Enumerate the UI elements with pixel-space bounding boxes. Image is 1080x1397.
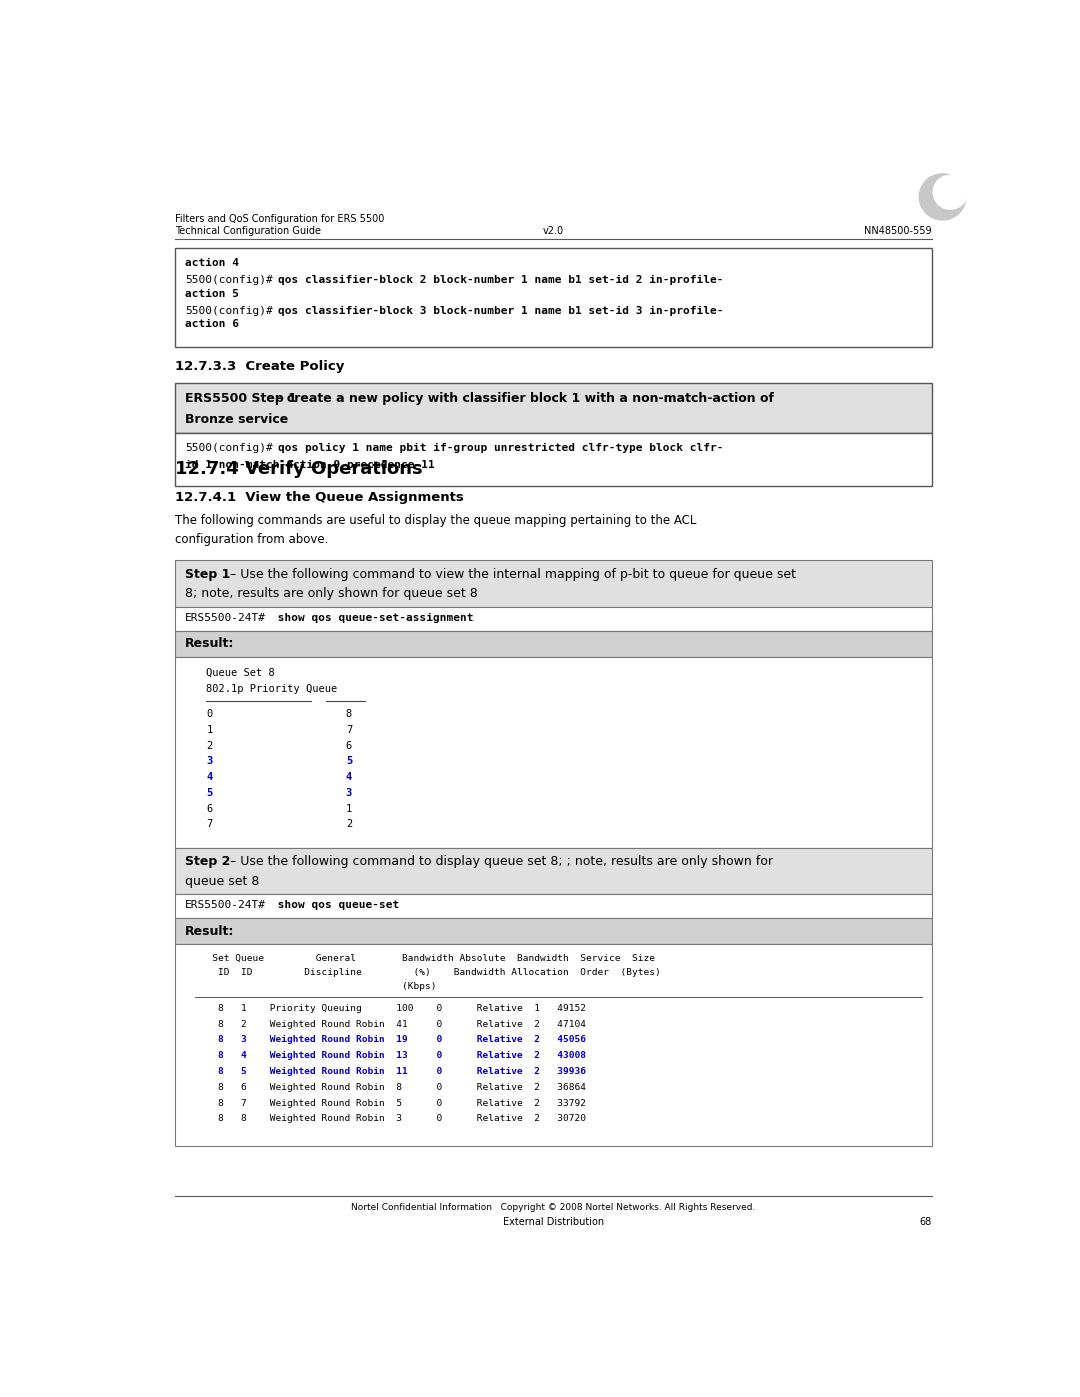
Text: – Use the following command to display queue set 8; ; note, results are only sho: – Use the following command to display q… (227, 855, 773, 869)
FancyBboxPatch shape (175, 249, 932, 346)
Text: 802.1p Priority Queue: 802.1p Priority Queue (206, 685, 338, 694)
Text: Step 1: Step 1 (186, 569, 231, 581)
FancyBboxPatch shape (175, 657, 932, 848)
Text: configuration from above.: configuration from above. (175, 534, 328, 546)
Text: 6: 6 (206, 803, 213, 813)
Text: Filters and QoS Configuration for ERS 5500: Filters and QoS Configuration for ERS 55… (175, 214, 384, 224)
Text: 12.7.4 Verify Operations: 12.7.4 Verify Operations (175, 460, 423, 478)
FancyBboxPatch shape (175, 383, 932, 433)
FancyBboxPatch shape (175, 894, 932, 918)
Text: id 1 non-match-action 9 precedence 11: id 1 non-match-action 9 precedence 11 (186, 460, 435, 471)
Text: 68: 68 (919, 1217, 932, 1227)
Text: Nortel Confidential Information   Copyright © 2008 Nortel Networks. All Rights R: Nortel Confidential Information Copyrigh… (351, 1203, 756, 1213)
Text: 8   6    Weighted Round Robin  8      0      Relative  2   36864: 8 6 Weighted Round Robin 8 0 Relative 2 … (195, 1083, 586, 1092)
Text: show qos queue-set: show qos queue-set (271, 900, 399, 909)
Text: action 6: action 6 (186, 320, 240, 330)
Circle shape (919, 173, 966, 219)
Text: 0: 0 (206, 708, 213, 719)
Text: 7: 7 (346, 725, 352, 735)
Text: 8   7    Weighted Round Robin  5      0      Relative  2   33792: 8 7 Weighted Round Robin 5 0 Relative 2 … (195, 1098, 586, 1108)
FancyBboxPatch shape (175, 560, 932, 606)
Text: 4: 4 (206, 773, 213, 782)
Text: queue set 8: queue set 8 (186, 875, 260, 887)
Text: 1: 1 (346, 803, 352, 813)
Text: qos classifier-block 2 block-number 1 name b1 set-id 2 in-profile-: qos classifier-block 2 block-number 1 na… (278, 275, 724, 285)
Text: NN48500-559: NN48500-559 (864, 226, 932, 236)
Text: 8   4    Weighted Round Robin  13     0      Relative  2   43008: 8 4 Weighted Round Robin 13 0 Relative 2… (195, 1051, 586, 1060)
Text: Result:: Result: (186, 637, 234, 651)
Text: 1: 1 (206, 725, 213, 735)
Text: action 4: action 4 (186, 258, 240, 268)
Text: action 5: action 5 (186, 289, 240, 299)
Text: Technical Configuration Guide: Technical Configuration Guide (175, 226, 322, 236)
Text: v2.0: v2.0 (543, 226, 564, 236)
Text: 5: 5 (346, 756, 352, 767)
Circle shape (933, 176, 968, 210)
Text: 5: 5 (206, 788, 213, 798)
Text: Step 2: Step 2 (186, 855, 231, 869)
FancyBboxPatch shape (175, 606, 932, 631)
Text: The following commands are useful to display the queue mapping pertaining to the: The following commands are useful to dis… (175, 514, 697, 527)
FancyBboxPatch shape (175, 433, 932, 486)
Text: 8   8    Weighted Round Robin  3      0      Relative  2   30720: 8 8 Weighted Round Robin 3 0 Relative 2 … (195, 1115, 586, 1123)
Text: 3: 3 (346, 788, 352, 798)
Text: 8; note, results are only shown for queue set 8: 8; note, results are only shown for queu… (186, 587, 478, 601)
Text: 8   2    Weighted Round Robin  41     0      Relative  2   47104: 8 2 Weighted Round Robin 41 0 Relative 2… (195, 1020, 586, 1028)
FancyBboxPatch shape (175, 631, 932, 657)
Text: External Distribution: External Distribution (503, 1217, 604, 1227)
FancyBboxPatch shape (175, 918, 932, 944)
Text: ID  ID         Discipline         (%)    Bandwidth Allocation  Order  (Bytes): ID ID Discipline (%) Bandwidth Allocatio… (195, 968, 661, 977)
Text: Queue Set 8: Queue Set 8 (206, 668, 275, 678)
Text: 7: 7 (206, 820, 213, 830)
Text: 4: 4 (346, 773, 352, 782)
Text: 5500(config)#: 5500(config)# (186, 275, 273, 285)
Text: 8   1    Priority Queuing      100    0      Relative  1   49152: 8 1 Priority Queuing 100 0 Relative 1 49… (195, 1004, 586, 1013)
Text: show qos queue-set-assignment: show qos queue-set-assignment (271, 613, 473, 623)
Text: 5500(config)#: 5500(config)# (186, 443, 273, 453)
Text: 8   5    Weighted Round Robin  11     0      Relative  2   39936: 8 5 Weighted Round Robin 11 0 Relative 2… (195, 1067, 586, 1076)
Text: qos policy 1 name pbit if-group unrestricted clfr-type block clfr-: qos policy 1 name pbit if-group unrestri… (278, 443, 724, 454)
Text: 2: 2 (206, 740, 213, 750)
Text: 2: 2 (346, 820, 352, 830)
Text: 12.7.3.3  Create Policy: 12.7.3.3 Create Policy (175, 360, 345, 373)
Text: 6: 6 (346, 740, 352, 750)
FancyBboxPatch shape (175, 848, 932, 894)
Text: Result:: Result: (186, 925, 234, 937)
Text: ERS5500 Step 1: ERS5500 Step 1 (186, 391, 297, 405)
Text: 3: 3 (206, 756, 213, 767)
Text: qos classifier-block 3 block-number 1 name b1 set-id 3 in-profile-: qos classifier-block 3 block-number 1 na… (278, 306, 724, 316)
Text: 8   3    Weighted Round Robin  19     0      Relative  2   45056: 8 3 Weighted Round Robin 19 0 Relative 2… (195, 1035, 586, 1045)
Text: ERS5500-24T#: ERS5500-24T# (186, 900, 267, 909)
Text: – create a new policy with classifier block 1 with a non-match-action of: – create a new policy with classifier bl… (272, 391, 774, 405)
Text: Bronze service: Bronze service (186, 412, 288, 426)
Text: 5500(config)#: 5500(config)# (186, 306, 273, 316)
Text: 8: 8 (346, 708, 352, 719)
Text: – Use the following command to view the internal mapping of p-bit to queue for q: – Use the following command to view the … (227, 569, 796, 581)
Text: ERS5500-24T#: ERS5500-24T# (186, 613, 267, 623)
FancyBboxPatch shape (175, 944, 932, 1146)
Text: Set Queue         General        Bandwidth Absolute  Bandwidth  Service  Size: Set Queue General Bandwidth Absolute Ban… (195, 954, 656, 963)
Text: (Kbps): (Kbps) (195, 982, 437, 992)
Text: 12.7.4.1  View the Queue Assignments: 12.7.4.1 View the Queue Assignments (175, 490, 464, 504)
